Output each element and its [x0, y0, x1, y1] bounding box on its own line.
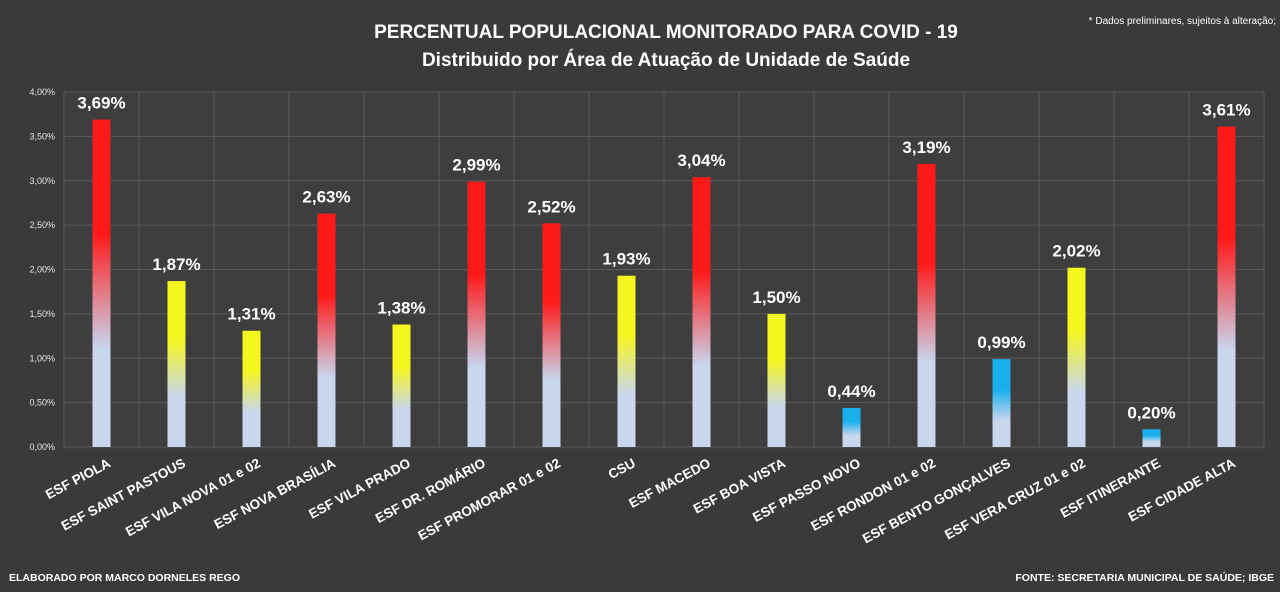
footer-author: ELABORADO POR MARCO DORNELES REGO [9, 572, 240, 584]
data-labels: 3,69% 1,87% 1,31% 2,63% 1,38% 2,99% 2,52% 1,93%… [77, 94, 1250, 423]
data-label: 1,50% [752, 288, 800, 307]
bar-3 [242, 330, 261, 447]
data-label: 1,31% [227, 305, 275, 324]
chart-title: PERCENTUAL POPULACIONAL MONITORADO PARA … [374, 22, 958, 43]
y-tick-label: 2,00% [29, 265, 55, 275]
category-label: ESF VERA CRUZ 01 e 02 [942, 455, 1088, 542]
y-tick-label: 0,00% [29, 442, 55, 452]
y-tick-label: 4,00% [29, 87, 55, 97]
data-label: 3,04% [677, 151, 725, 170]
gridlines [63, 91, 1265, 448]
data-label: 2,02% [1052, 242, 1100, 261]
bar-13 [992, 359, 1011, 447]
category-label: CSU [606, 455, 638, 482]
data-label: 1,93% [602, 250, 650, 269]
data-label: 3,69% [77, 94, 125, 113]
bar-11 [842, 407, 861, 447]
bar-16 [1217, 126, 1236, 448]
bar-2 [167, 281, 186, 447]
bar-4 [317, 213, 336, 447]
category-label: ESF SAINT PASTOUS [59, 455, 188, 533]
bar-10 [767, 313, 786, 447]
bar-5 [392, 324, 411, 447]
y-axis-ticks: 0,00% 0,50% 1,00% 1,50% 2,00% 2,50% 3,00% 3,50%… [29, 87, 55, 452]
footer-source: FONTE: SECRETARIA MUNICIPAL DE SAÚDE; IB… [1015, 571, 1274, 584]
bar-9 [692, 177, 711, 447]
data-label: 3,61% [1202, 101, 1250, 120]
bar-12 [917, 163, 936, 447]
data-label: 3,19% [902, 138, 950, 157]
chart-subtitle: Distribuido por Área de Atuação de Unida… [422, 49, 910, 71]
category-label: ESF VILA NOVA 01 e 02 [123, 455, 263, 539]
bar-14 [1067, 267, 1086, 447]
data-label: 2,52% [527, 197, 575, 216]
data-label: 0,99% [977, 333, 1025, 352]
category-label: ESF PROMORAR 01 e 02 [415, 455, 562, 543]
category-label: ESF NOVA BRASÍLIA [212, 455, 338, 532]
bars [92, 119, 1236, 448]
bar-8 [617, 275, 636, 447]
y-tick-label: 3,50% [29, 131, 55, 141]
y-tick-label: 1,00% [29, 353, 55, 363]
data-label: 1,87% [152, 255, 200, 274]
bar-15 [1142, 429, 1161, 447]
y-tick-label: 3,00% [29, 176, 55, 186]
data-label: 0,20% [1127, 403, 1175, 422]
category-label: ESF PIOLA [43, 455, 113, 502]
data-label: 0,44% [827, 382, 875, 401]
bar-1 [92, 119, 111, 447]
data-label: 1,38% [377, 299, 425, 318]
category-label: ESF RONDON 01 e 02 [808, 455, 938, 533]
bar-7 [542, 223, 561, 447]
data-label: 2,99% [452, 156, 500, 175]
bar-6 [467, 181, 486, 447]
y-tick-label: 1,50% [29, 309, 55, 319]
y-tick-label: 2,50% [29, 220, 55, 230]
data-label: 2,63% [302, 188, 350, 207]
y-tick-label: 0,50% [29, 398, 55, 408]
preliminary-note: * Dados preliminares, sujeitos à alteraç… [1089, 16, 1276, 27]
